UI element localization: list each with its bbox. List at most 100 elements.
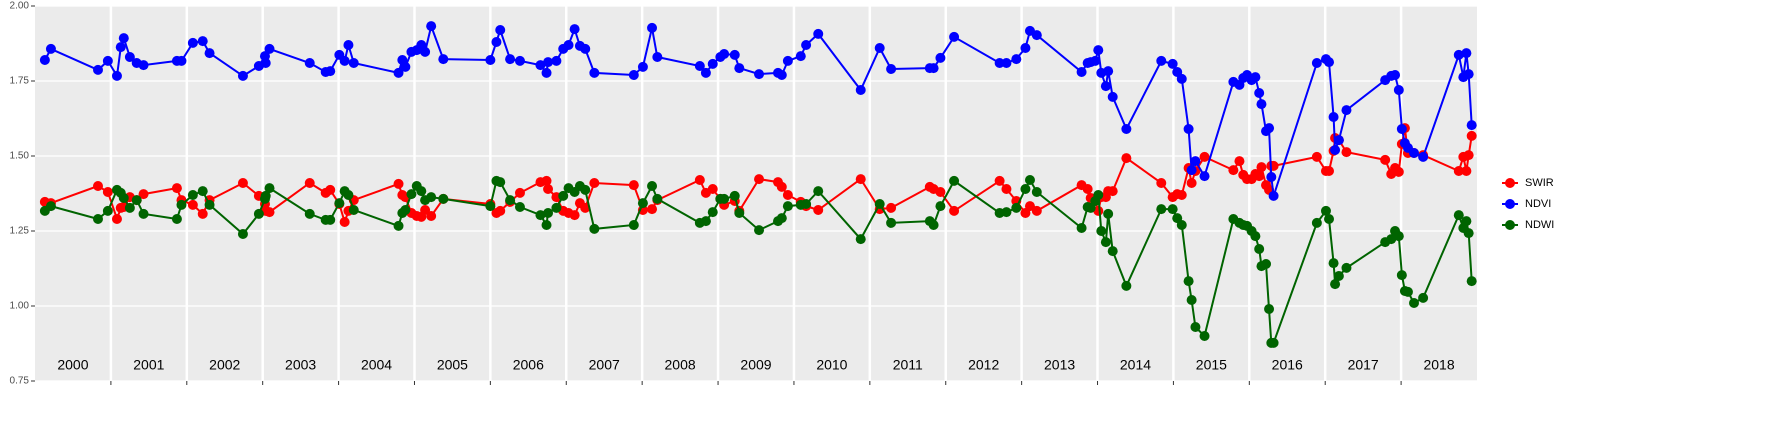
data-point	[102, 205, 113, 216]
data-point	[874, 43, 885, 53]
data-point	[92, 214, 103, 224]
legend-marker	[1505, 220, 1515, 230]
data-point	[485, 201, 496, 212]
data-point	[935, 52, 946, 63]
y-tick-label: 0.75	[10, 376, 30, 387]
data-point	[426, 21, 437, 32]
data-point	[628, 220, 639, 230]
data-point	[1409, 148, 1420, 158]
data-point	[495, 205, 506, 216]
data-point	[1320, 205, 1331, 216]
year-label: 2018	[1423, 357, 1454, 373]
data-point	[637, 198, 648, 209]
y-tick-label: 1.50	[10, 151, 30, 162]
year-label: 2011	[893, 357, 923, 373]
data-point	[935, 201, 946, 212]
data-point	[1156, 178, 1167, 188]
data-point	[1393, 85, 1404, 95]
data-point	[1254, 171, 1265, 182]
data-point	[949, 175, 960, 186]
data-point	[754, 225, 765, 236]
data-point	[420, 205, 431, 215]
data-point	[1250, 231, 1261, 242]
data-point	[734, 208, 745, 218]
data-point	[118, 193, 129, 203]
data-point	[438, 54, 449, 65]
data-point	[393, 178, 404, 189]
data-point	[801, 40, 812, 50]
data-point	[176, 55, 187, 66]
data-point	[1254, 244, 1265, 254]
data-point	[1324, 57, 1335, 68]
data-point	[1264, 123, 1275, 134]
data-point	[1333, 135, 1344, 146]
data-point	[719, 49, 730, 59]
legend-label: NDWI	[1525, 219, 1554, 231]
data-point	[1096, 226, 1107, 236]
data-point	[102, 187, 113, 197]
data-point	[1396, 124, 1407, 134]
data-point	[505, 195, 516, 206]
data-point	[115, 42, 126, 53]
year-label: 2009	[740, 357, 771, 373]
year-label: 2003	[285, 357, 316, 373]
data-point	[1466, 276, 1477, 287]
data-point	[39, 55, 50, 65]
year-label: 2015	[1196, 357, 1227, 373]
data-point	[754, 174, 765, 185]
data-point	[541, 220, 552, 230]
data-point	[628, 180, 639, 191]
data-point	[1186, 178, 1197, 188]
data-point	[580, 184, 591, 195]
data-point	[1461, 48, 1472, 59]
data-point	[1093, 190, 1104, 200]
data-point	[1390, 70, 1401, 80]
data-point	[1103, 66, 1114, 77]
data-point	[1100, 81, 1111, 92]
data-point	[1031, 30, 1042, 41]
data-point	[543, 208, 554, 218]
data-point	[171, 214, 182, 224]
data-point	[637, 61, 648, 72]
data-point	[1176, 190, 1187, 200]
data-point	[138, 60, 149, 71]
data-point	[1324, 214, 1335, 224]
data-point	[1190, 156, 1201, 167]
data-point	[589, 223, 600, 234]
data-point	[855, 174, 866, 185]
data-point	[1107, 91, 1118, 102]
data-point	[92, 64, 103, 75]
data-point	[1261, 259, 1272, 269]
data-point	[1466, 130, 1477, 141]
data-point	[1020, 184, 1031, 194]
data-point	[1324, 166, 1335, 176]
data-point	[1453, 210, 1464, 221]
data-point	[1107, 186, 1118, 197]
data-point	[339, 55, 350, 66]
data-point	[124, 52, 135, 62]
data-point	[1093, 45, 1104, 56]
year-label: 2012	[968, 357, 999, 373]
legend-label: NDVI	[1525, 198, 1551, 210]
data-point	[1001, 58, 1012, 68]
y-tick-label: 1.75	[10, 76, 30, 87]
data-point	[237, 178, 248, 188]
data-point	[339, 217, 350, 227]
data-point	[580, 202, 591, 213]
data-point	[260, 58, 271, 68]
data-point	[304, 58, 315, 68]
data-point	[928, 220, 939, 230]
data-point	[1418, 292, 1429, 303]
data-point	[754, 69, 765, 80]
data-point	[1393, 231, 1404, 242]
year-label: 2007	[589, 357, 620, 373]
data-point	[589, 178, 600, 188]
data-point	[1453, 49, 1464, 60]
data-point	[1183, 276, 1194, 287]
data-point	[426, 192, 437, 203]
data-point	[935, 187, 946, 197]
data-point	[1256, 99, 1267, 110]
data-point	[325, 184, 336, 195]
year-label: 2005	[437, 357, 468, 373]
